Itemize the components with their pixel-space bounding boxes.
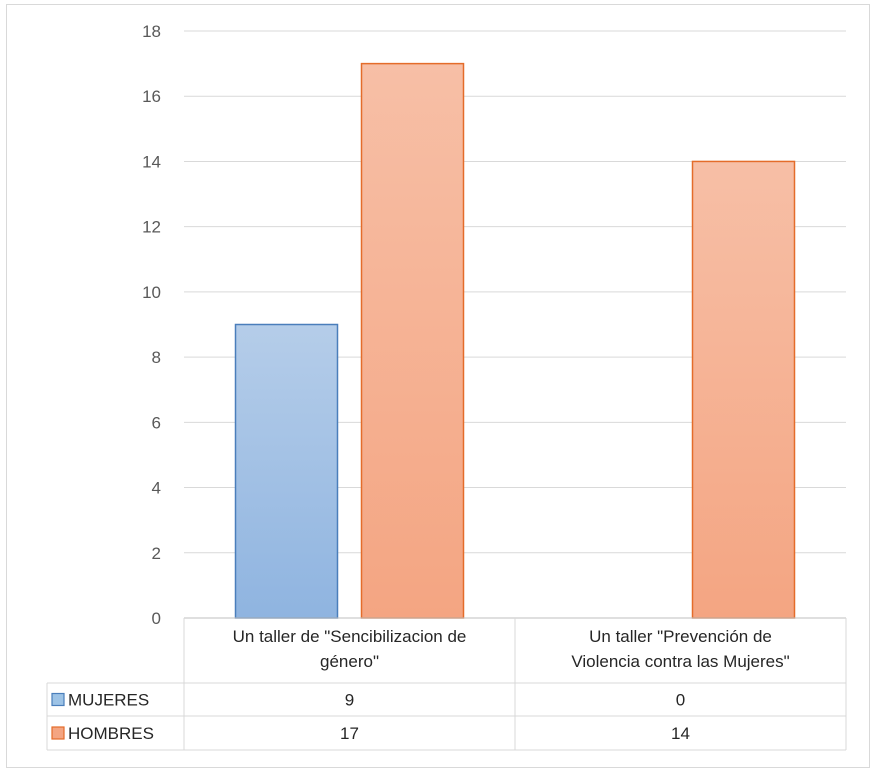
category-label: género": [320, 652, 379, 671]
bar-hombres-1: [360, 62, 465, 619]
legend-key-hombres: [51, 726, 65, 740]
table-value: 0: [676, 691, 685, 710]
bar-hombres-2: [691, 160, 796, 619]
y-tick-label: 10: [142, 283, 161, 302]
y-tick-label: 6: [152, 413, 161, 432]
series-name-mujeres: MUJERES: [68, 691, 149, 710]
series-name-hombres: HOMBRES: [68, 724, 154, 743]
y-tick-label: 8: [152, 348, 161, 367]
chart-frame: [6, 4, 870, 768]
y-tick-label: 18: [142, 22, 161, 41]
y-tick-label: 2: [152, 544, 161, 563]
y-tick-label: 0: [152, 609, 161, 628]
y-tick-label: 4: [152, 479, 161, 498]
table-value: 14: [671, 724, 690, 743]
category-label: Un taller "Prevención de: [589, 627, 772, 646]
table-value: 9: [345, 691, 354, 710]
legend-key-mujeres: [51, 692, 65, 707]
category-label: Violencia contra las Mujeres": [571, 652, 789, 671]
category-label: Un taller de "Sencibilizacion de: [233, 627, 467, 646]
bar-mujeres-1: [234, 323, 339, 619]
y-tick-label: 16: [142, 87, 161, 106]
table-value: 17: [340, 724, 359, 743]
y-tick-label: 12: [142, 218, 161, 237]
y-tick-label: 14: [142, 152, 161, 171]
